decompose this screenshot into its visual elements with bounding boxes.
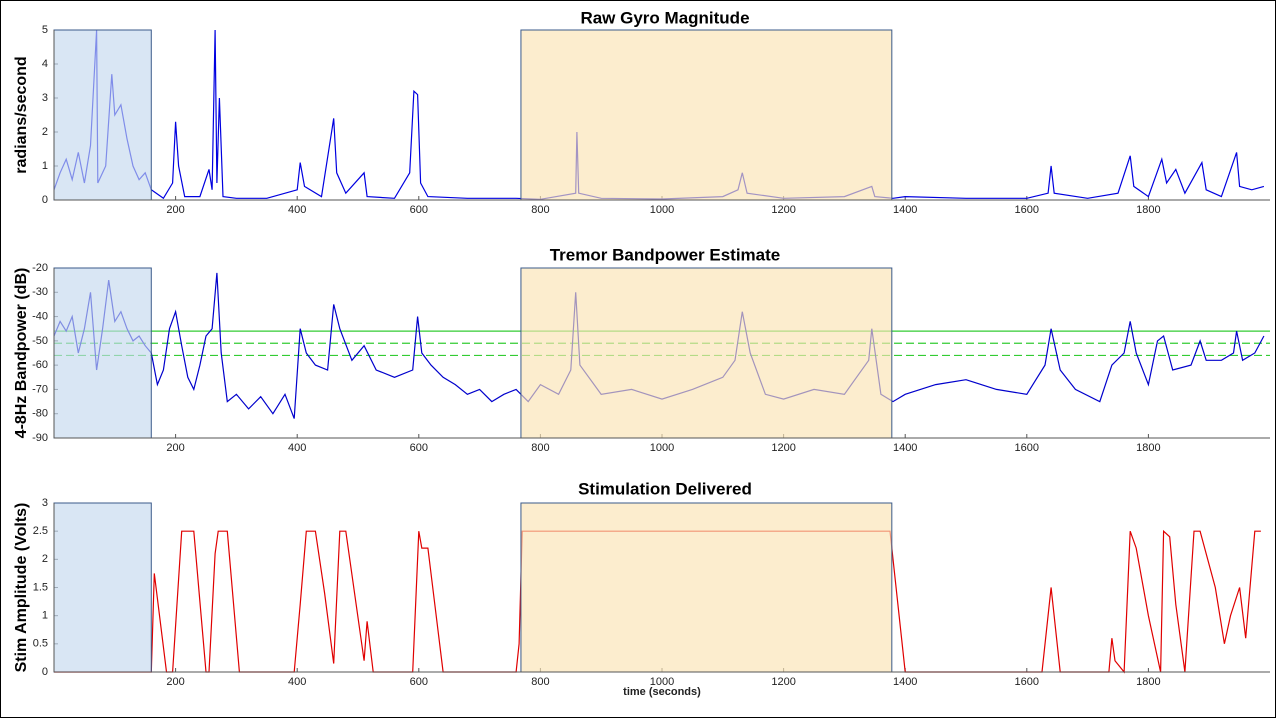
x-tick-label: 1600 — [1015, 442, 1039, 454]
y-tick-label: 3 — [42, 497, 48, 509]
x-tick-label: 1000 — [650, 204, 674, 216]
x-tick-label: 400 — [288, 442, 306, 454]
x-axis-label: time (seconds) — [623, 686, 701, 698]
y-tick-label: -50 — [32, 335, 48, 347]
x-tick-label: 600 — [410, 676, 428, 688]
y-tick-label: -60 — [32, 359, 48, 371]
x-tick-label: 1000 — [650, 676, 674, 688]
chart-title: Stimulation Delivered — [578, 479, 752, 498]
x-tick-label: 1400 — [893, 676, 917, 688]
y-axis-label: Stim Amplitude (Volts) — [13, 503, 30, 673]
chart-title: Raw Gyro Magnitude — [580, 8, 749, 27]
x-tick-label: 1600 — [1015, 204, 1039, 216]
y-tick-label: 4 — [42, 58, 48, 70]
shaded-region — [520, 267, 893, 439]
x-tick-label: 200 — [166, 676, 184, 688]
x-tick-label: 1800 — [1136, 204, 1160, 216]
shaded-region — [53, 267, 152, 439]
y-tick-label: 2.5 — [33, 525, 48, 537]
x-tick-label: 1800 — [1136, 442, 1160, 454]
y-tick-label: 0 — [42, 194, 48, 206]
shaded-region — [53, 29, 152, 201]
shaded-region — [53, 502, 152, 673]
x-tick-label: 1200 — [771, 676, 795, 688]
y-tick-label: -40 — [32, 310, 48, 322]
data-line — [53, 272, 1265, 419]
x-tick-label: 1800 — [1136, 676, 1160, 688]
x-tick-label: 400 — [288, 204, 306, 216]
y-axis-label: 4-8Hz Bandpower (dB) — [13, 268, 30, 439]
x-tick-label: 800 — [531, 676, 549, 688]
y-tick-label: 3 — [42, 92, 48, 104]
y-tick-label: -80 — [32, 408, 48, 420]
y-tick-label: 1.5 — [33, 581, 48, 593]
x-tick-label: 800 — [531, 442, 549, 454]
y-tick-label: 1 — [42, 610, 48, 622]
x-tick-label: 600 — [410, 204, 428, 216]
chart-title: Tremor Bandpower Estimate — [550, 245, 781, 264]
x-tick-label: 1600 — [1015, 676, 1039, 688]
y-tick-label: 0 — [42, 666, 48, 678]
y-tick-label: 5 — [42, 24, 48, 36]
shaded-region — [520, 502, 893, 673]
shaded-region — [520, 29, 893, 201]
x-tick-label: 200 — [166, 442, 184, 454]
x-tick-label: 1200 — [771, 442, 795, 454]
y-tick-label: 1 — [42, 160, 48, 172]
y-axis-label: radians/second — [13, 56, 30, 173]
x-tick-label: 1400 — [893, 204, 917, 216]
y-tick-label: 2 — [42, 126, 48, 138]
x-tick-label: 800 — [531, 204, 549, 216]
x-tick-label: 1200 — [771, 204, 795, 216]
y-tick-label: -30 — [32, 286, 48, 298]
x-tick-label: 1000 — [650, 442, 674, 454]
x-tick-label: 600 — [410, 442, 428, 454]
y-tick-label: -20 — [32, 262, 48, 274]
y-tick-label: 2 — [42, 553, 48, 565]
y-tick-label: -90 — [32, 432, 48, 444]
y-tick-label: 0.5 — [33, 638, 48, 650]
x-tick-label: 1400 — [893, 442, 917, 454]
x-tick-label: 200 — [166, 204, 184, 216]
y-tick-label: -70 — [32, 383, 48, 395]
x-tick-label: 400 — [288, 676, 306, 688]
